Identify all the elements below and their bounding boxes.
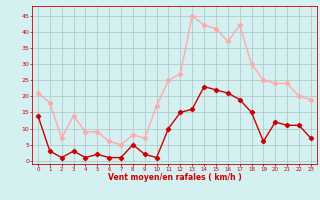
X-axis label: Vent moyen/en rafales ( km/h ): Vent moyen/en rafales ( km/h ) bbox=[108, 173, 241, 182]
